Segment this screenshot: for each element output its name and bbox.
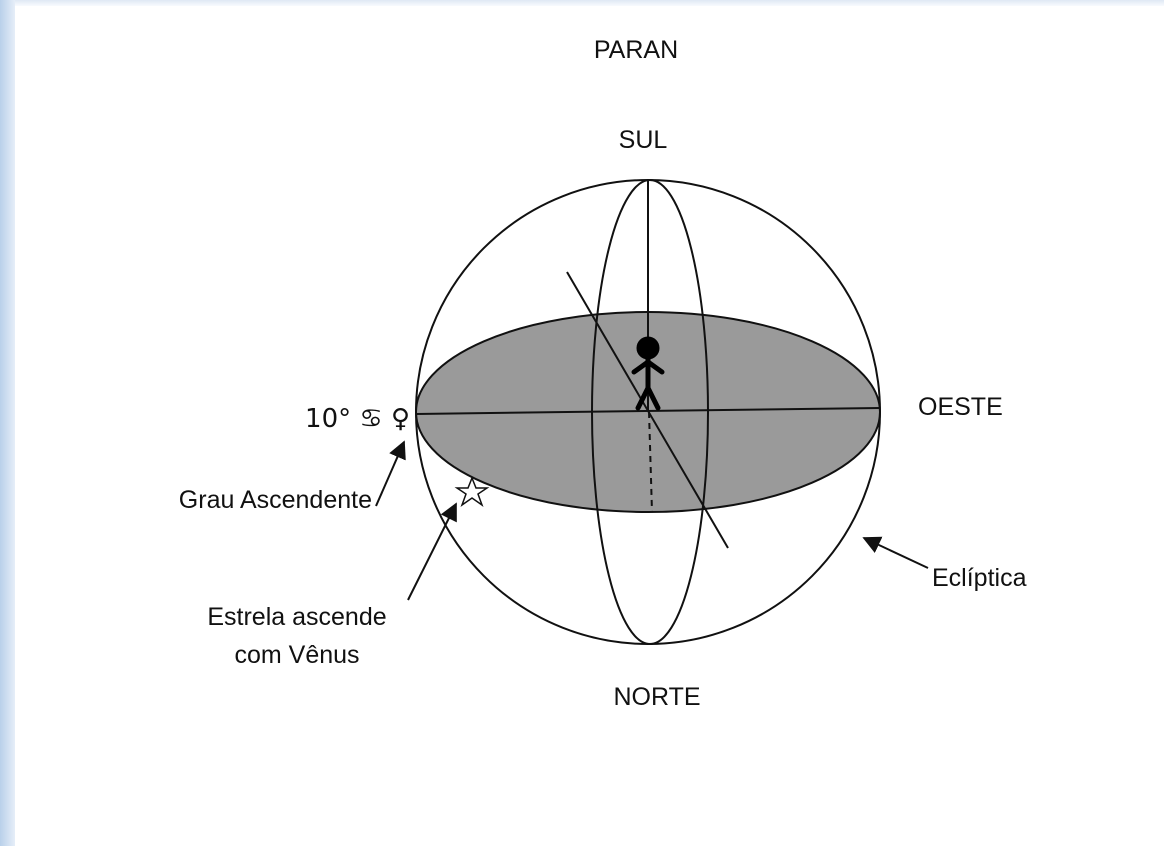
diagram: PARAN SUL NORTE OESTE 10° ♋ ♀ Grau Ascen…: [0, 0, 1164, 846]
right-label: OESTE: [918, 393, 1003, 421]
ascendant-label: Grau Ascendente: [179, 486, 372, 514]
ascendant-arrow: [376, 442, 404, 506]
star-label: Estrela ascende: [207, 603, 386, 631]
top-border: [0, 0, 1164, 6]
star-label: com Vênus: [234, 641, 359, 669]
bottom-label: NORTE: [613, 683, 700, 711]
sphere: [416, 180, 880, 644]
top-label: SUL: [619, 126, 668, 154]
side-border: [0, 0, 15, 846]
star-arrow: [408, 504, 456, 600]
degree-label: 10° ♋ ♀: [305, 404, 410, 434]
title: PARAN: [594, 36, 678, 64]
ecliptic-arrow: [864, 538, 928, 568]
ecliptic-label: Eclíptica: [932, 564, 1027, 592]
